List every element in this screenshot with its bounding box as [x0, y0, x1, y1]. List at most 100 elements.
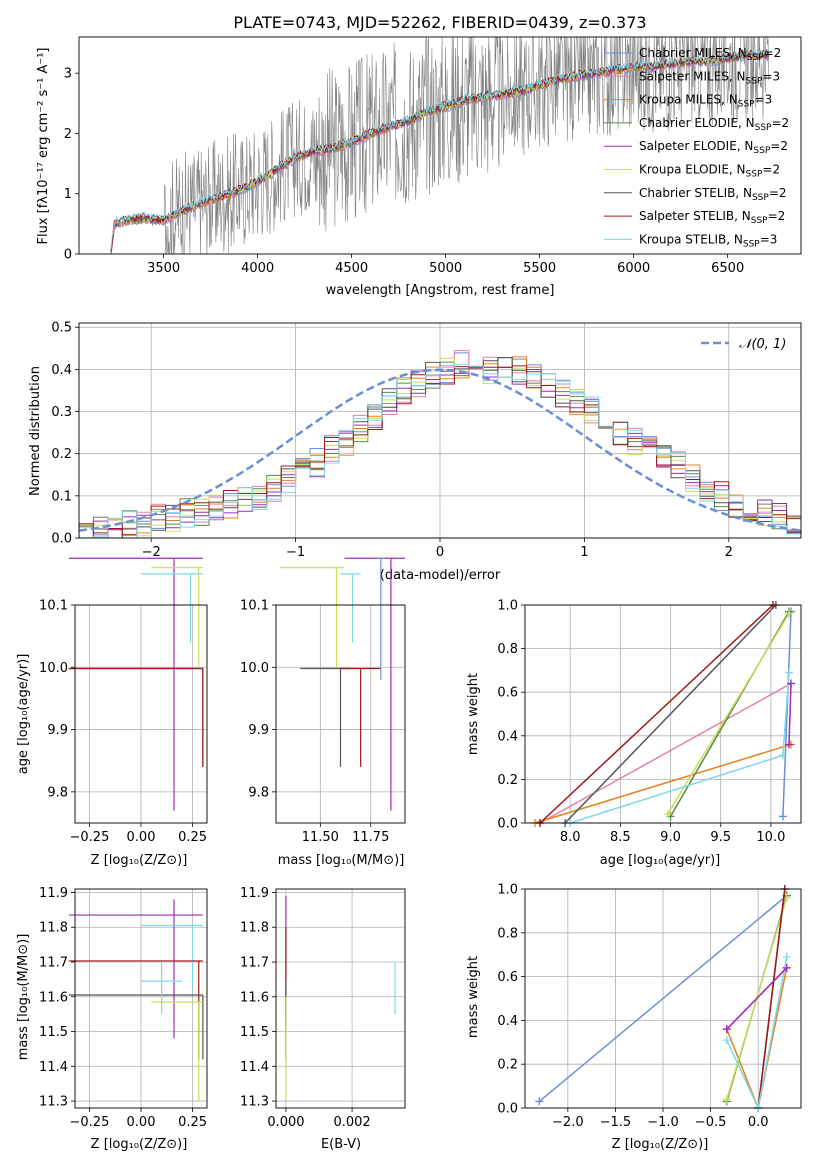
- ytick-label-1: 9.9: [47, 723, 68, 738]
- ytick-label-4: 11.7: [39, 956, 68, 971]
- xtick-label-1: −1: [286, 545, 305, 560]
- ytick-label-3: 0.3: [51, 405, 72, 420]
- weight-marker-8-0: [784, 740, 793, 749]
- ytick-label-2: 10.0: [39, 661, 68, 676]
- axes-frame: [74, 604, 208, 824]
- legend-label-7: Salpeter STELIB, NSSP=2: [639, 209, 785, 226]
- ytick-label-6: 11.9: [240, 886, 269, 901]
- ytick-label-0: 9.8: [47, 785, 68, 800]
- xtick-label-1: −1.5: [600, 1115, 632, 1130]
- axes-frame: [78, 322, 802, 539]
- legend-value-1: =3: [762, 69, 780, 83]
- xtick-label-6: 6500: [711, 261, 744, 276]
- hist-7: [78, 365, 801, 538]
- weight-line-8: [726, 967, 788, 1030]
- model-line-7: [110, 48, 770, 252]
- xtick-label-4: 0.0: [748, 1115, 769, 1130]
- weight-marker-7-1: [778, 751, 787, 760]
- ytick-label-4: 0.8: [497, 642, 518, 657]
- ytick-label-0: 9.8: [248, 785, 269, 800]
- weight-line-7: [726, 956, 788, 1111]
- weight-line-2: [726, 967, 788, 1111]
- xtick-label-3: 9.5: [710, 830, 731, 845]
- weight-marker-0-0: [778, 812, 787, 821]
- axes-frame: [275, 888, 406, 1109]
- xtick-label-1: 4000: [241, 261, 274, 276]
- gaussian-curve: [78, 368, 802, 532]
- weight-marker-7-2: [784, 668, 793, 677]
- weight-line-4: [666, 613, 790, 815]
- legend-label-6: Chabrier STELIB, NSSP=2: [639, 186, 787, 203]
- weight-vs-z-panel: −2.0 −1.5 −1.0 −0.5 0.0 0.0 0.2 0.4 0.6 0.8 1.0: [497, 883, 802, 1130]
- legend-value-5: =2: [762, 163, 780, 177]
- legend-sub-0: SSP: [747, 53, 764, 63]
- model-line-4: [110, 51, 769, 253]
- weight-line-1: [539, 682, 792, 824]
- xtick-label-1: 0.00: [127, 1115, 156, 1130]
- xtick-label-0: 3500: [147, 261, 180, 276]
- legend-label-1: Salpeter MILES, NSSP=3: [639, 69, 780, 86]
- ytick-label-4: 11.7: [240, 956, 269, 971]
- ytick-label-5: 1.0: [497, 599, 518, 614]
- gaussian-legend-label: 𝒩(0, 1): [739, 337, 786, 352]
- weight-marker-4-1: [784, 609, 793, 618]
- ytick-label-5: 0.5: [51, 321, 72, 336]
- age-vs-z-ylabel: age [log₁₀(age/yr)]: [16, 654, 31, 775]
- hist-8: [78, 363, 801, 539]
- legend-sub-1: SSP: [746, 76, 763, 86]
- ytick-label-3: 10.1: [39, 599, 68, 614]
- xtick-label-1: 8.5: [610, 830, 631, 845]
- legend-nssp-5: N: [737, 163, 746, 177]
- ytick-label-1: 0.2: [497, 773, 518, 788]
- xtick-label-2: 0.25: [178, 830, 207, 845]
- ytick-label-2: 0.4: [497, 1014, 518, 1029]
- xtick-label-2: −1.0: [647, 1115, 679, 1130]
- xtick-label-3: 1: [580, 545, 588, 560]
- ytick-label-0: 0.0: [497, 817, 518, 832]
- weight-marker-8-1: [786, 679, 795, 688]
- legend-nssp-2: N: [729, 93, 738, 107]
- residuals-panel: −2 −1 0 1 2 0.0 0.1 0.2 0.3 0.4 0.5 𝒩(0, 1): [51, 321, 802, 560]
- ytick-label-5: 1.0: [497, 883, 518, 898]
- xtick-label-0: −2.0: [552, 1115, 584, 1130]
- weight-marker-7-0: [722, 1036, 731, 1045]
- residuals-ylabel: Normed distribution: [28, 366, 43, 496]
- xtick-label-1: 0.002: [333, 1115, 370, 1130]
- model-line-8: [110, 49, 770, 249]
- weight-vs-age-ylabel: mass weight: [466, 673, 481, 755]
- ytick-label-2: 10.0: [240, 661, 269, 676]
- legend-sub-6: SSP: [752, 193, 769, 203]
- weight-line-6: [757, 888, 786, 1109]
- axes-frame: [524, 888, 802, 1109]
- spectrum-ylabel: Flux [fλ10⁻¹⁷ erg cm⁻² s⁻¹ A⁻¹]: [36, 48, 51, 245]
- legend-nssp-1: N: [737, 69, 746, 83]
- ytick-label-2: 0.4: [497, 729, 518, 744]
- legend-sub-8: SSP: [743, 239, 760, 249]
- ytick-label-0: 11.3: [240, 1095, 269, 1110]
- ytick-label-4: 0.8: [497, 926, 518, 941]
- spectrum-title: PLATE=0743, MJD=52262, FIBERID=0439, z=0…: [233, 13, 646, 32]
- xtick-label-0: −0.25: [70, 1115, 110, 1130]
- weight-vs-z-xlabel: Z [log₁₀(Z/Z⊙)]: [612, 1137, 709, 1152]
- xtick-label-3: −0.5: [695, 1115, 727, 1130]
- xtick-label-0: 8.0: [560, 830, 581, 845]
- mass-vs-z-ylabel: mass [log₁₀(M/M⊙)]: [16, 934, 31, 1061]
- weight-marker-7-2: [782, 952, 791, 961]
- weight-line-0: [782, 611, 792, 817]
- xtick-label-0: 11.50: [302, 830, 339, 845]
- ytick-label-0: 0: [64, 248, 72, 263]
- ytick-label-5: 11.8: [39, 921, 68, 936]
- weight-marker-8-0: [722, 1025, 731, 1034]
- legend-label-0: Chabrier MILES, NSSP=2: [639, 46, 781, 63]
- xtick-label-4: 5500: [523, 261, 556, 276]
- age-vs-z-panel: −0.25 0.00 0.25 9.8 9.9 10.0 10.1: [39, 557, 208, 845]
- xtick-label-2: 4500: [335, 261, 368, 276]
- legend-label-8: Kroupa STELIB, NSSP=3: [639, 232, 777, 249]
- ytick-label-3: 0.6: [497, 686, 518, 701]
- legend-nssp-8: N: [734, 232, 743, 246]
- residuals-xlabel: (data-model)/error: [380, 568, 501, 583]
- ytick-label-1: 11.4: [39, 1060, 68, 1075]
- ytick-label-2: 11.5: [240, 1025, 269, 1040]
- ytick-label-5: 11.8: [240, 921, 269, 936]
- legend-sub-5: SSP: [746, 170, 763, 180]
